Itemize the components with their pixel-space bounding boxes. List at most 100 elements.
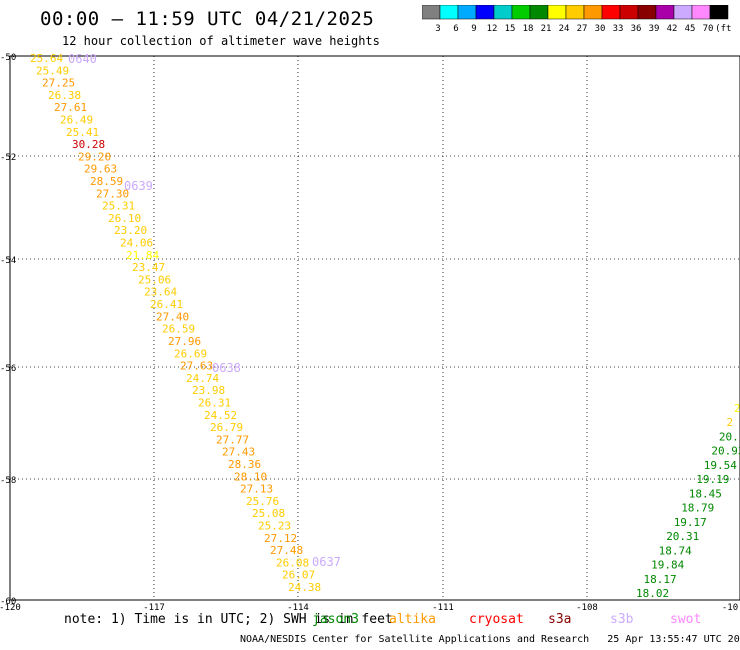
timestamp-text: 25 Apr 13:55:47 UTC 2025 <box>607 634 740 645</box>
swh-value: 25.64 <box>30 52 63 65</box>
map-frame <box>9 55 740 601</box>
colorbar-label: 3 <box>435 24 440 34</box>
colorbar-label: 36 <box>631 24 642 34</box>
swh-value: 25.41 <box>66 126 99 139</box>
colorbar-label: 6 <box>453 24 458 34</box>
swh-value: 25.23 <box>258 520 291 533</box>
swh-value: 27.25 <box>42 77 75 90</box>
swh-value: 27.63 <box>180 360 213 373</box>
colorbar-label: 18 <box>523 24 534 34</box>
lon-label: -108 <box>576 603 598 610</box>
time-label: 0639 <box>124 179 153 193</box>
swh-value: 23.98 <box>192 384 225 397</box>
page-title: 00:00 — 11:59 UTC 04/21/2025 <box>40 8 375 30</box>
swh-value: 28.59 <box>90 175 123 188</box>
credit-text: NOAA/NESDIS Center for Satellite Applica… <box>240 634 590 645</box>
swh-value: 27.40 <box>156 310 189 323</box>
lat-label: -52 <box>0 153 16 163</box>
legend-jason3: jason3 <box>312 612 359 627</box>
legend-s3b: s3b <box>610 612 634 627</box>
lat-label: -60 <box>0 597 16 607</box>
swh-value: 27.30 <box>96 187 129 200</box>
swh-value: 19.19 <box>696 473 729 486</box>
lon-label: -120 <box>0 603 21 610</box>
footer-note: note: 1) Time is in UTC; 2) SWH is in fe… <box>64 612 393 627</box>
swh-value: 27.48 <box>270 544 303 557</box>
colorbar-label: 12 <box>487 24 498 34</box>
time-label: 0637 <box>312 555 341 569</box>
swh-value: 26.38 <box>48 89 81 102</box>
swh-value: 27.77 <box>216 433 249 446</box>
swh-value: 18.17 <box>644 573 677 586</box>
swh-value: 19.54 <box>704 459 737 472</box>
lat-label: -50 <box>0 53 16 63</box>
colorbar-swatch <box>709 5 729 20</box>
swh-value: 24.06 <box>120 237 153 250</box>
colorbar-label: 30 <box>595 24 606 34</box>
swh-value: 20.1 <box>719 431 740 444</box>
altimeter-map: -50 -52 -54 -56 -58 -60-120 -117 -114 -111 -108 -1… <box>0 52 740 610</box>
swh-value: 25.31 <box>102 200 135 213</box>
legend-altika: altika <box>389 612 436 627</box>
swh-value: 26.69 <box>174 347 207 360</box>
swh-value: 28.10 <box>234 470 267 483</box>
legend-cryosat: cryosat <box>469 612 524 627</box>
swh-value: 29.20 <box>78 150 111 163</box>
swh-value: 18.45 <box>689 487 722 500</box>
swh-value: 18.02 <box>636 587 669 600</box>
swh-value: 26.08 <box>276 556 309 569</box>
colorbar-label: 45 <box>685 24 696 34</box>
time-label: 0640 <box>68 52 97 66</box>
swh-value: 24.74 <box>186 372 219 385</box>
swh-value: 27.13 <box>240 483 273 496</box>
colorbar-label: 15 <box>505 24 516 34</box>
swh-value: 25.06 <box>138 273 171 286</box>
swh-value: 28.36 <box>228 458 261 471</box>
colorbar-label: 39 <box>649 24 660 34</box>
swh-value: 26.79 <box>210 421 243 434</box>
lat-label: -56 <box>0 364 16 374</box>
lat-label: -54 <box>0 256 16 266</box>
legend-swot: swot <box>670 612 702 627</box>
time-label: 0638 <box>212 361 241 375</box>
swh-value: 19.17 <box>674 516 707 529</box>
colorbar-label: 33 <box>613 24 624 34</box>
swh-value: 21.84 <box>126 249 159 262</box>
swh-value: 26.49 <box>60 114 93 127</box>
swh-value: 26.31 <box>198 397 231 410</box>
swh-value: 24.52 <box>204 409 237 422</box>
swh-value: 26.41 <box>150 298 183 311</box>
swh-value: 29.63 <box>84 163 117 176</box>
colorbar-label: (ft) <box>715 24 732 34</box>
swh-value: 26.07 <box>282 569 315 582</box>
swh-value: 23.20 <box>114 224 147 237</box>
swh-value: 23.64 <box>144 286 177 299</box>
swh-value: 30.28 <box>72 138 105 151</box>
swh-value: 26.10 <box>108 212 141 225</box>
lon-label: -117 <box>143 603 165 610</box>
swh-value: 18.74 <box>659 544 692 557</box>
swh-value: 27.12 <box>264 532 297 545</box>
swh-value: 2 <box>727 416 734 429</box>
swh-value: 24.38 <box>288 581 321 594</box>
lon-label: -10 <box>722 603 738 610</box>
swh-value: 20.93 <box>711 445 740 458</box>
swh-value: 27.61 <box>54 101 87 114</box>
swh-value: 2 <box>734 402 740 415</box>
colorbar-label: 21 <box>541 24 552 34</box>
swh-value: 27.43 <box>222 446 255 459</box>
swh-value: 23.47 <box>132 261 165 274</box>
page-subtitle: 12 hour collection of altimeter wave hei… <box>62 34 380 48</box>
swh-value: 18.79 <box>681 502 714 515</box>
swh-value: 27.96 <box>168 335 201 348</box>
swh-value: 25.76 <box>246 495 279 508</box>
lat-label: -58 <box>0 476 16 486</box>
colorbar-label: 27 <box>577 24 588 34</box>
colorbar-label: 24 <box>559 24 570 34</box>
colorbar-label: 70 <box>703 24 714 34</box>
swh-value: 25.08 <box>252 507 285 520</box>
lon-label: -114 <box>287 603 309 610</box>
legend-s3a: s3a <box>548 612 572 627</box>
swh-value: 19.84 <box>651 559 684 572</box>
swh-value: 20.31 <box>666 530 699 543</box>
